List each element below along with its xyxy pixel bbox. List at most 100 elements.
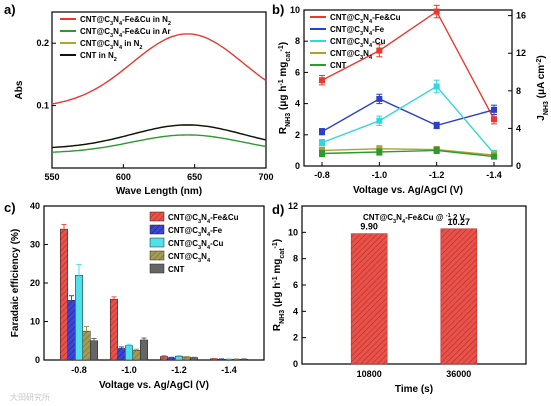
data-point-b-0 (491, 116, 497, 123)
chart-panel-b: -0.8 -1.0 -1.2 -1.4 0 2 4 6 8 10 0 4 8 12 16 Voltage vs… (278, 4, 550, 196)
legend-swatch-c-1 (149, 224, 165, 235)
panel-label-d: d) (272, 202, 284, 217)
legend-label-b-0: CNT@C3N4-Fe&Cu (330, 13, 401, 25)
bar-c-0 (110, 298, 118, 361)
y-axis-label-c: Faradaic efficiency (%) (10, 229, 21, 337)
bar-c-3 (232, 358, 241, 361)
y-tick-label-d: 2 (293, 333, 298, 343)
x-axis-label-c: Voltage vs. Ag/AgCl (V) (99, 380, 209, 391)
series-line-b-4 (321, 149, 495, 158)
plot-frame-d (301, 205, 527, 365)
x-tick-label-b: -0.8 (314, 170, 330, 180)
bar-c-2 (125, 345, 133, 361)
panel-label-a: a) (4, 2, 16, 17)
x-tick-label-a: 600 (116, 172, 131, 182)
y-tick-label-d: 4 (293, 306, 298, 316)
legend-label-c-1: CNT@C3N4-Fe (168, 226, 223, 238)
y-tick-label-a: 0.2 (36, 38, 49, 48)
legend-label-a-1: CNT@C3N4-Fe&Cu in Ar (80, 27, 171, 39)
y-tick-label-b: 10 (290, 5, 300, 15)
bar-d-1 (440, 228, 478, 365)
series-line-b-3 (321, 148, 495, 156)
x-tick-label-c: -1.4 (221, 365, 237, 375)
x-tick-label-c: -1.2 (171, 365, 187, 375)
y-axis-label-b: RNH3 (μg h-1 mgcat-1) (278, 42, 292, 134)
legend-label-b-1: CNT@C3N4-Fe (330, 25, 385, 37)
legend-label-a-0: CNT@C3N4-Fe&Cu in N2 (80, 15, 171, 27)
x-tick-label-c: -0.8 (71, 365, 87, 375)
y-tick-label-c: 30 (30, 240, 40, 250)
y-tick-label-d: 6 (293, 280, 298, 290)
legend-label-b-4: CNT (330, 61, 347, 70)
data-point-b-0 (319, 77, 325, 84)
y-tick-label-b: 6 (295, 67, 300, 77)
y-tick-label-d: 12 (288, 201, 298, 211)
y-axis-label-d: RNH3 (μg h-1 mgcat-1) (272, 239, 286, 331)
legend-label-a-2: CNT@C3N4 in N2 (80, 39, 143, 51)
data-point-b-1 (376, 95, 383, 102)
panel-label-c: c) (4, 200, 16, 215)
data-point-b-2 (376, 117, 383, 124)
series-line-a-0 (51, 33, 267, 105)
data-point-b-1 (491, 106, 497, 113)
x-tick-label-b: -1.0 (372, 170, 388, 180)
bar-c-4 (90, 340, 98, 361)
bar-c-1 (167, 357, 176, 361)
legend-label-b-2: CNT@C3N4-Cu (330, 37, 386, 49)
y2-axis-label-b: JNH3 (μA cm-2) (536, 55, 550, 120)
y-tick-label-a: 0.1 (36, 101, 49, 111)
series-line-a-1 (51, 134, 267, 153)
x-tick-label-d: 36000 (446, 369, 471, 379)
y-axis-label-a: Abs (14, 80, 25, 99)
y2-tick-label-b: 16 (516, 11, 526, 21)
y-tick-label-d: 8 (293, 254, 298, 264)
legend-label-c-2: CNT@C3N4-Cu (168, 239, 224, 251)
y-tick-label-c: 20 (30, 278, 40, 288)
data-point-b-4 (376, 148, 383, 155)
bar-c-3 (82, 330, 91, 361)
legend-swatch-c-4 (149, 263, 165, 274)
series-line-b-0 (321, 10, 495, 120)
data-label-d-1: 10.27 (448, 217, 471, 227)
x-axis-label-a: Wave Length (nm) (116, 186, 202, 197)
plot-frame-b (303, 9, 513, 167)
bar-c-2 (225, 358, 233, 361)
legend-swatch-c-0 (149, 211, 165, 222)
y2-tick-label-b: 8 (516, 86, 521, 96)
data-point-b-2 (319, 139, 325, 146)
data-point-b-0 (433, 8, 440, 15)
bar-c-3 (182, 356, 191, 361)
chart-panel-d: 0 2 4 6 8 10 12 9.90 10800 10.27 36000 CNT@C3N4-Fe&… (272, 201, 527, 395)
data-point-b-4 (319, 150, 325, 157)
legend-label-b-3: CNT@C3N4 (330, 49, 373, 61)
bar-c-4 (140, 339, 148, 361)
legend-label-c-0: CNT@C3N4-Fe&Cu (168, 213, 239, 225)
y-tick-label-c: 40 (30, 201, 40, 211)
bar-c-2 (75, 275, 83, 361)
y-tick-label-c: 10 (30, 317, 40, 327)
series-line-b-1 (321, 98, 495, 133)
x-tick-label-a: 650 (187, 172, 202, 182)
y-tick-label-b: 0 (295, 161, 300, 171)
plot-frame-a (51, 11, 267, 169)
y2-tick-label-b: 12 (516, 48, 526, 58)
x-tick-label-b: -1.2 (429, 170, 445, 180)
data-point-b-0 (376, 47, 383, 54)
bar-d-0 (350, 233, 388, 365)
bar-c-2 (175, 355, 183, 361)
y-tick-label-b: 2 (295, 130, 300, 140)
y-tick-label-b: 4 (295, 99, 300, 109)
bar-c-1 (117, 348, 126, 361)
legend-swatch-c-3 (149, 250, 165, 261)
y-tick-label-d: 0 (293, 359, 298, 369)
data-label-d-0: 9.90 (360, 222, 378, 232)
watermark: 大田研究所 (10, 392, 50, 402)
bar-c-1 (217, 358, 226, 361)
y2-tick-label-b: 4 (516, 123, 521, 133)
series-line-a-3 (51, 124, 267, 149)
data-point-b-4 (433, 147, 440, 154)
chart-panel-a: 550 600 650 700 0.1 0.2 Wave Length (nm) Abs CNT… (14, 11, 274, 197)
legend-label-a-3: CNT in N2 (80, 51, 117, 63)
legend-swatch-c-2 (149, 237, 165, 248)
